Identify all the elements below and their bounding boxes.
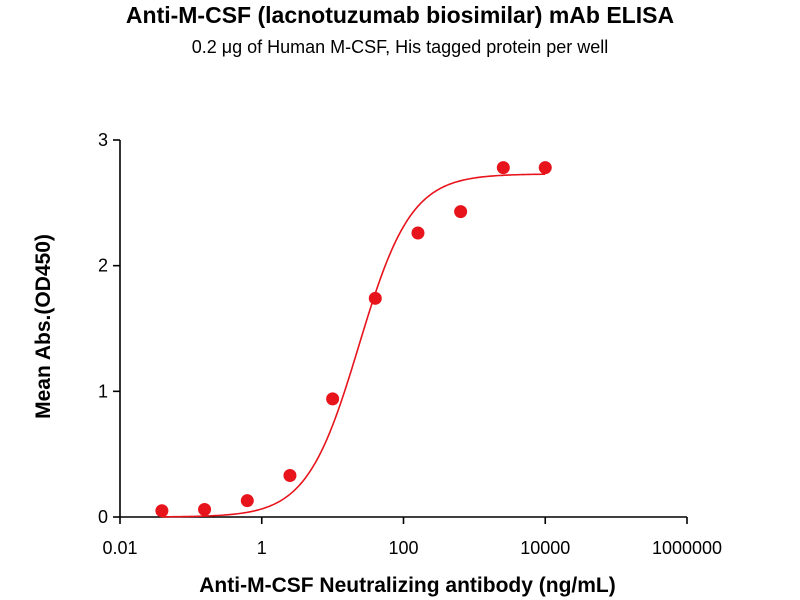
data-point bbox=[240, 494, 254, 508]
data-point bbox=[368, 291, 382, 305]
x-tick-label: 0.01 bbox=[102, 538, 137, 558]
x-tick-label: 1000000 bbox=[652, 538, 722, 558]
x-axis-label: Anti-M-CSF Neutralizing antibody (ng/mL) bbox=[199, 574, 615, 597]
x-tick-label: 10000 bbox=[520, 538, 570, 558]
data-point bbox=[155, 504, 169, 518]
chart-title: Anti-M-CSF (lacnotuzumab biosimilar) mAb… bbox=[125, 2, 675, 28]
y-ticks: 0 1 2 3 bbox=[98, 130, 120, 527]
data-point bbox=[538, 161, 552, 175]
data-point bbox=[411, 226, 425, 240]
data-point bbox=[454, 205, 468, 219]
y-tick-label: 0 bbox=[98, 507, 108, 527]
chart-subtitle: 0.2 μg of Human M-CSF, His tagged protei… bbox=[191, 37, 609, 57]
y-tick-label: 2 bbox=[98, 256, 108, 276]
data-point bbox=[496, 161, 510, 175]
y-tick-label: 3 bbox=[98, 130, 108, 150]
y-tick-label: 1 bbox=[98, 381, 108, 401]
data-points bbox=[155, 161, 552, 518]
y-axis-label: Mean Abs.(OD450) bbox=[32, 234, 55, 419]
x-tick-label: 100 bbox=[388, 538, 418, 558]
x-tick-label: 1 bbox=[257, 538, 267, 558]
data-point bbox=[283, 469, 297, 483]
x-ticks: 0.01 1 100 10000 1000000 bbox=[102, 517, 722, 558]
data-point bbox=[198, 502, 212, 516]
fit-curve bbox=[161, 173, 546, 518]
data-point bbox=[326, 392, 340, 406]
